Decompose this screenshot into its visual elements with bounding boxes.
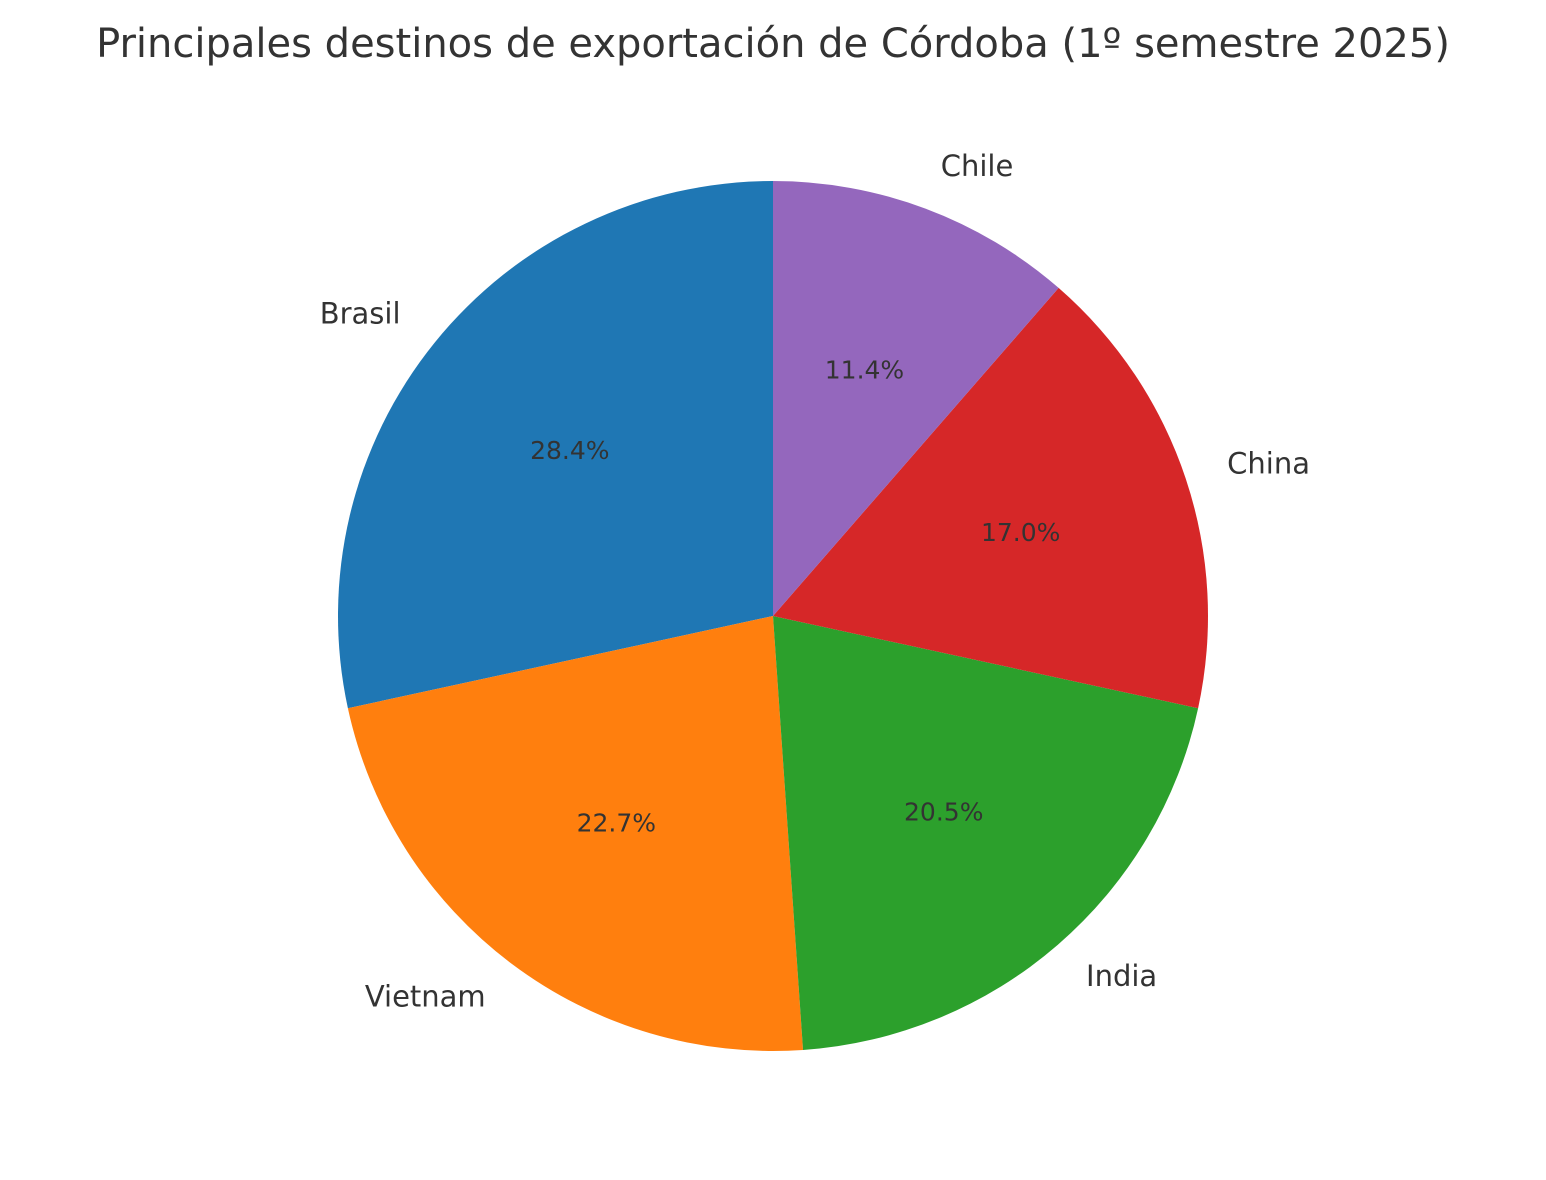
pie-slice-chile — [773, 181, 1059, 616]
pie-labels: Brasil 28.4% Vietnam 22.7% India 20.5% China 17… — [320, 149, 1310, 1014]
slice-pct-vietnam: 22.7% — [577, 809, 656, 838]
slice-pct-chile: 11.4% — [825, 356, 904, 385]
slice-pct-india: 20.5% — [904, 797, 983, 826]
slice-label-brasil: Brasil — [320, 297, 401, 331]
pie-slice-india — [773, 616, 1199, 1050]
slice-label-vietnam: Vietnam — [365, 980, 486, 1014]
pie-slices — [338, 181, 1208, 1051]
pie-slice-vietnam — [347, 616, 804, 1051]
chart-title: Principales destinos de exportación de C… — [96, 21, 1450, 67]
slice-pct-china: 17.0% — [981, 518, 1060, 547]
slice-pct-brasil: 28.4% — [530, 436, 609, 465]
pie-slice-china — [773, 287, 1208, 709]
slice-label-chile: Chile — [941, 149, 1014, 183]
slice-label-india: India — [1086, 959, 1157, 993]
pie-slice-brasil — [338, 181, 773, 709]
slice-label-china: China — [1227, 446, 1310, 480]
